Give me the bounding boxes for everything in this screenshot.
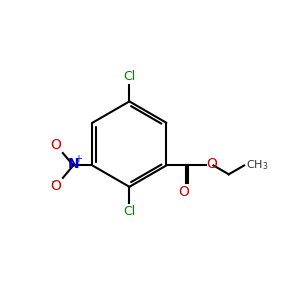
Text: CH$_3$: CH$_3$ (245, 158, 268, 172)
Text: Cl: Cl (123, 205, 136, 218)
Text: ⁻: ⁻ (50, 179, 56, 189)
Text: O: O (207, 157, 218, 171)
Text: O: O (50, 138, 62, 152)
Text: Cl: Cl (123, 70, 136, 83)
Text: O: O (178, 184, 190, 199)
Text: +: + (74, 154, 82, 164)
Text: O: O (50, 179, 62, 193)
Text: N: N (68, 157, 79, 171)
